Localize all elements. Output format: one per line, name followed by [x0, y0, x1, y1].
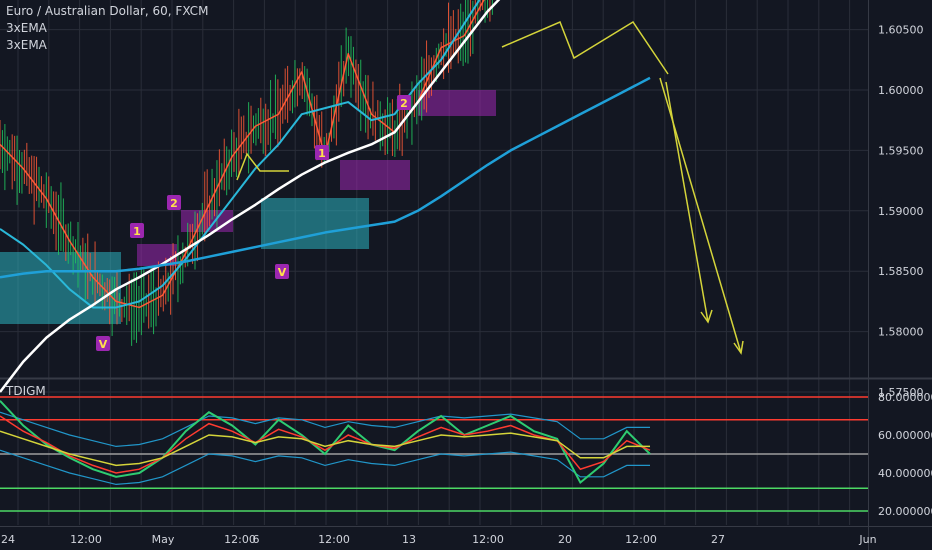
pattern-label: 1 [130, 223, 144, 238]
indicator-label-ema-2[interactable]: 3xEMA [6, 38, 47, 52]
pattern-line-2 [501, 20, 669, 75]
pattern-label-badge [315, 145, 329, 160]
price-tick-label: 1.60500 [878, 24, 924, 37]
price-axis[interactable]: 1.630001.625001.620001.615001.610001.605… [0, 0, 932, 518]
pattern-label: 2 [167, 195, 181, 210]
price-tick-label: 1.59000 [878, 205, 924, 218]
pattern-label-text: 2 [170, 197, 178, 210]
time-tick-label: May [152, 533, 175, 546]
teal-box-2 [261, 198, 369, 249]
time-tick-label: 12:00 [224, 533, 256, 546]
time-tick-label: 13 [402, 533, 416, 546]
pattern-label-text: 1 [133, 225, 141, 238]
time-tick-label: 12:00 [70, 533, 102, 546]
pattern-label-text: 2 [400, 97, 408, 110]
pattern-label-badge [130, 223, 144, 238]
time-tick-label: 12:00 [625, 533, 657, 546]
ema-long-line [0, 76, 651, 279]
time-tick-label: 6 [253, 533, 260, 546]
time-tick-label: 12:00 [472, 533, 504, 546]
osc-tick-label: 60.000000 [878, 429, 932, 442]
time-tick-label: 12:00 [318, 533, 350, 546]
pattern-label-badge [167, 195, 181, 210]
pattern-label: 2 [397, 95, 411, 110]
pattern-labels: 1 2 1 2 V V [96, 95, 411, 351]
time-axis[interactable]: 24 12:00 May 12:006 12:00 13 12:00 20 12:00 27 Jun [1, 533, 877, 546]
pattern-label-badge [275, 264, 289, 279]
band-lower [0, 449, 650, 486]
pattern-label-badge [397, 95, 411, 110]
pattern-label-badge [96, 336, 110, 351]
time-tick-label: 20 [558, 533, 572, 546]
indicator-label-ema-1[interactable]: 3xEMA [6, 21, 47, 35]
time-tick-label: 24 [1, 533, 15, 546]
pattern-label: V [96, 336, 110, 351]
arrow-head-2 [733, 340, 744, 355]
projection-arrow-2 [659, 77, 742, 354]
projection-drawings [236, 20, 744, 355]
base-line [0, 430, 650, 467]
pattern-label-text: V [278, 266, 287, 279]
osc-tick-label: 40.000000 [878, 467, 932, 480]
osc-tick-label: 20.000000 [878, 505, 932, 518]
arrow-head-1 [700, 309, 713, 324]
purple-box-4 [418, 90, 496, 116]
price-tick-label: 1.58500 [878, 265, 924, 278]
price-tick-label: 1.58000 [878, 326, 924, 339]
ema-mid-line [0, 0, 481, 309]
pattern-label: 1 [315, 145, 329, 160]
price-tick-label: 1.57500 [878, 386, 924, 399]
oscillator-title[interactable]: TDIGM [6, 384, 46, 398]
time-tick-label: Jun [858, 533, 876, 546]
chart-title[interactable]: Euro / Australian Dollar, 60, FXCM [6, 4, 209, 18]
price-tick-label: 1.59500 [878, 144, 924, 157]
pattern-label-text: 1 [318, 147, 326, 160]
time-tick-label: 27 [711, 533, 725, 546]
pattern-line-1 [236, 152, 289, 181]
band-upper [0, 411, 650, 448]
teal-box-1 [0, 252, 121, 324]
ema-slow-line [0, 0, 501, 393]
pattern-label-text: V [99, 338, 108, 351]
oscillator-panel [0, 396, 868, 512]
rsi-line [0, 400, 651, 485]
signal-line [0, 415, 651, 474]
purple-box-3 [340, 160, 410, 190]
price-tick-label: 1.60000 [878, 84, 924, 97]
pattern-label: V [275, 264, 289, 279]
osc-tick-label: 80.000000 [878, 391, 932, 404]
